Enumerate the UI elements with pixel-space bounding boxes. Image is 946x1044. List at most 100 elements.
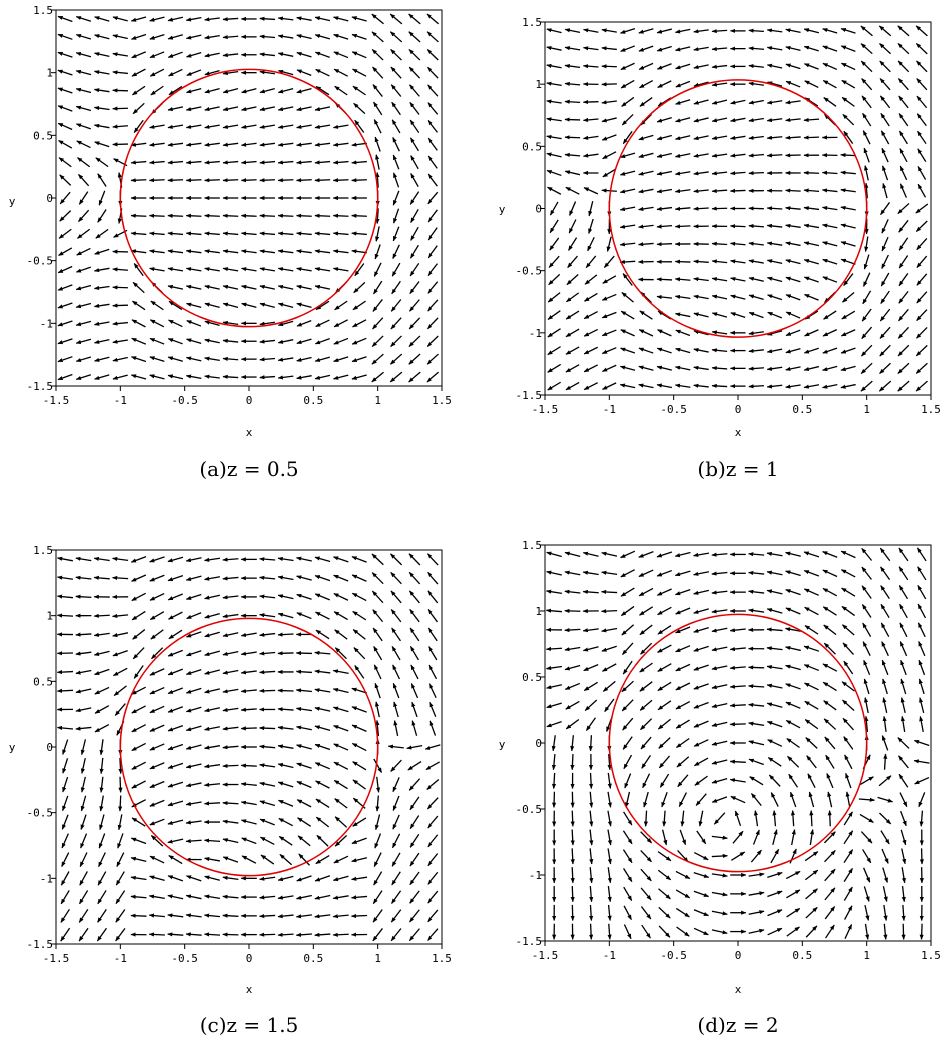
field-arrow [333,16,349,22]
field-arrow [879,362,891,375]
field-arrow [167,838,184,844]
field-arrow [75,374,92,380]
x-tick-label: 0 [735,403,742,416]
x-axis-label: x [735,426,742,439]
field-arrow [167,687,184,695]
field-arrow [296,593,312,600]
field-arrow [75,16,92,22]
field-arrow [601,645,617,652]
field-arrow [583,346,599,355]
field-arrow [767,294,783,301]
field-arrow [185,668,202,675]
field-arrow [656,28,672,34]
field-arrow [570,810,575,827]
field-arrow [734,810,742,827]
field-arrow [824,736,836,750]
field-arrow [898,290,909,304]
field-arrow [277,725,294,730]
field-arrow [545,608,563,613]
field-arrow [279,853,293,866]
field-arrow [296,213,312,218]
field-arrow [638,347,654,354]
field-arrow [93,575,110,580]
field-arrow [696,830,707,845]
field-arrow [788,773,799,788]
field-arrow [203,913,221,918]
field-arrow [656,242,673,247]
field-arrow [222,576,239,581]
field-arrow [803,241,820,247]
x-tick-label: -1 [603,403,616,416]
field-arrow [564,99,581,104]
field-arrow [407,761,422,771]
field-arrow [589,791,594,808]
field-arrow [878,775,892,787]
field-arrow [167,668,184,676]
field-arrow [881,165,889,181]
field-arrow [602,151,617,160]
field-arrow [898,755,909,769]
x-tick-label: 0.5 [303,952,323,965]
field-arrow [351,178,367,183]
field-arrow [656,224,673,229]
field-arrow [711,366,728,371]
field-arrow [94,52,110,58]
field-arrow [131,337,146,345]
field-arrow [390,572,402,585]
field-arrow [167,106,184,112]
field-arrow [785,294,801,301]
field-arrow [75,51,92,58]
field-arrow [131,300,146,311]
field-arrow [824,850,836,863]
field-arrow [409,796,420,811]
field-arrow [601,311,617,319]
field-arrow [548,255,560,268]
field-arrow [297,835,311,847]
panel-caption: (d)z = 2 [697,1013,778,1037]
field-arrow [729,722,746,727]
field-arrow [822,62,838,71]
field-arrow [93,613,110,618]
field-arrow [204,707,221,713]
field-arrow [711,665,728,671]
field-arrow [373,852,382,868]
field-arrow [149,592,165,601]
field-arrow [729,703,746,708]
field-arrow [564,28,581,34]
field-arrow [390,48,402,61]
field-arrow [94,248,110,255]
field-arrow [333,725,349,732]
field-arrow [565,186,580,195]
y-tick-label: 1.5 [522,539,542,552]
field-arrow [748,46,764,51]
field-arrow [406,744,423,750]
field-arrow [186,69,202,77]
field-arrow [296,875,312,882]
field-arrow [240,763,257,768]
field-arrow [352,300,366,311]
field-arrow [772,829,778,846]
field-arrow [93,303,110,308]
field-arrow [277,142,294,147]
field-arrow [149,668,165,676]
field-arrow [112,556,129,562]
field-arrow [785,276,801,283]
field-arrow [822,550,838,558]
field-arrow [259,375,276,380]
field-arrow [565,346,580,355]
field-arrow [772,810,777,827]
field-arrow [78,908,89,923]
field-arrow [427,137,438,151]
field-arrow [409,627,420,642]
field-arrow [427,227,438,241]
field-arrow [204,669,220,675]
field-arrow [241,106,257,112]
field-arrow [882,697,888,714]
field-arrow [315,68,330,77]
field-arrow [94,356,110,362]
field-arrow [353,102,366,115]
field-arrow [222,913,239,918]
field-arrow [314,338,330,345]
field-arrow [602,382,617,390]
field-arrow [843,830,854,845]
